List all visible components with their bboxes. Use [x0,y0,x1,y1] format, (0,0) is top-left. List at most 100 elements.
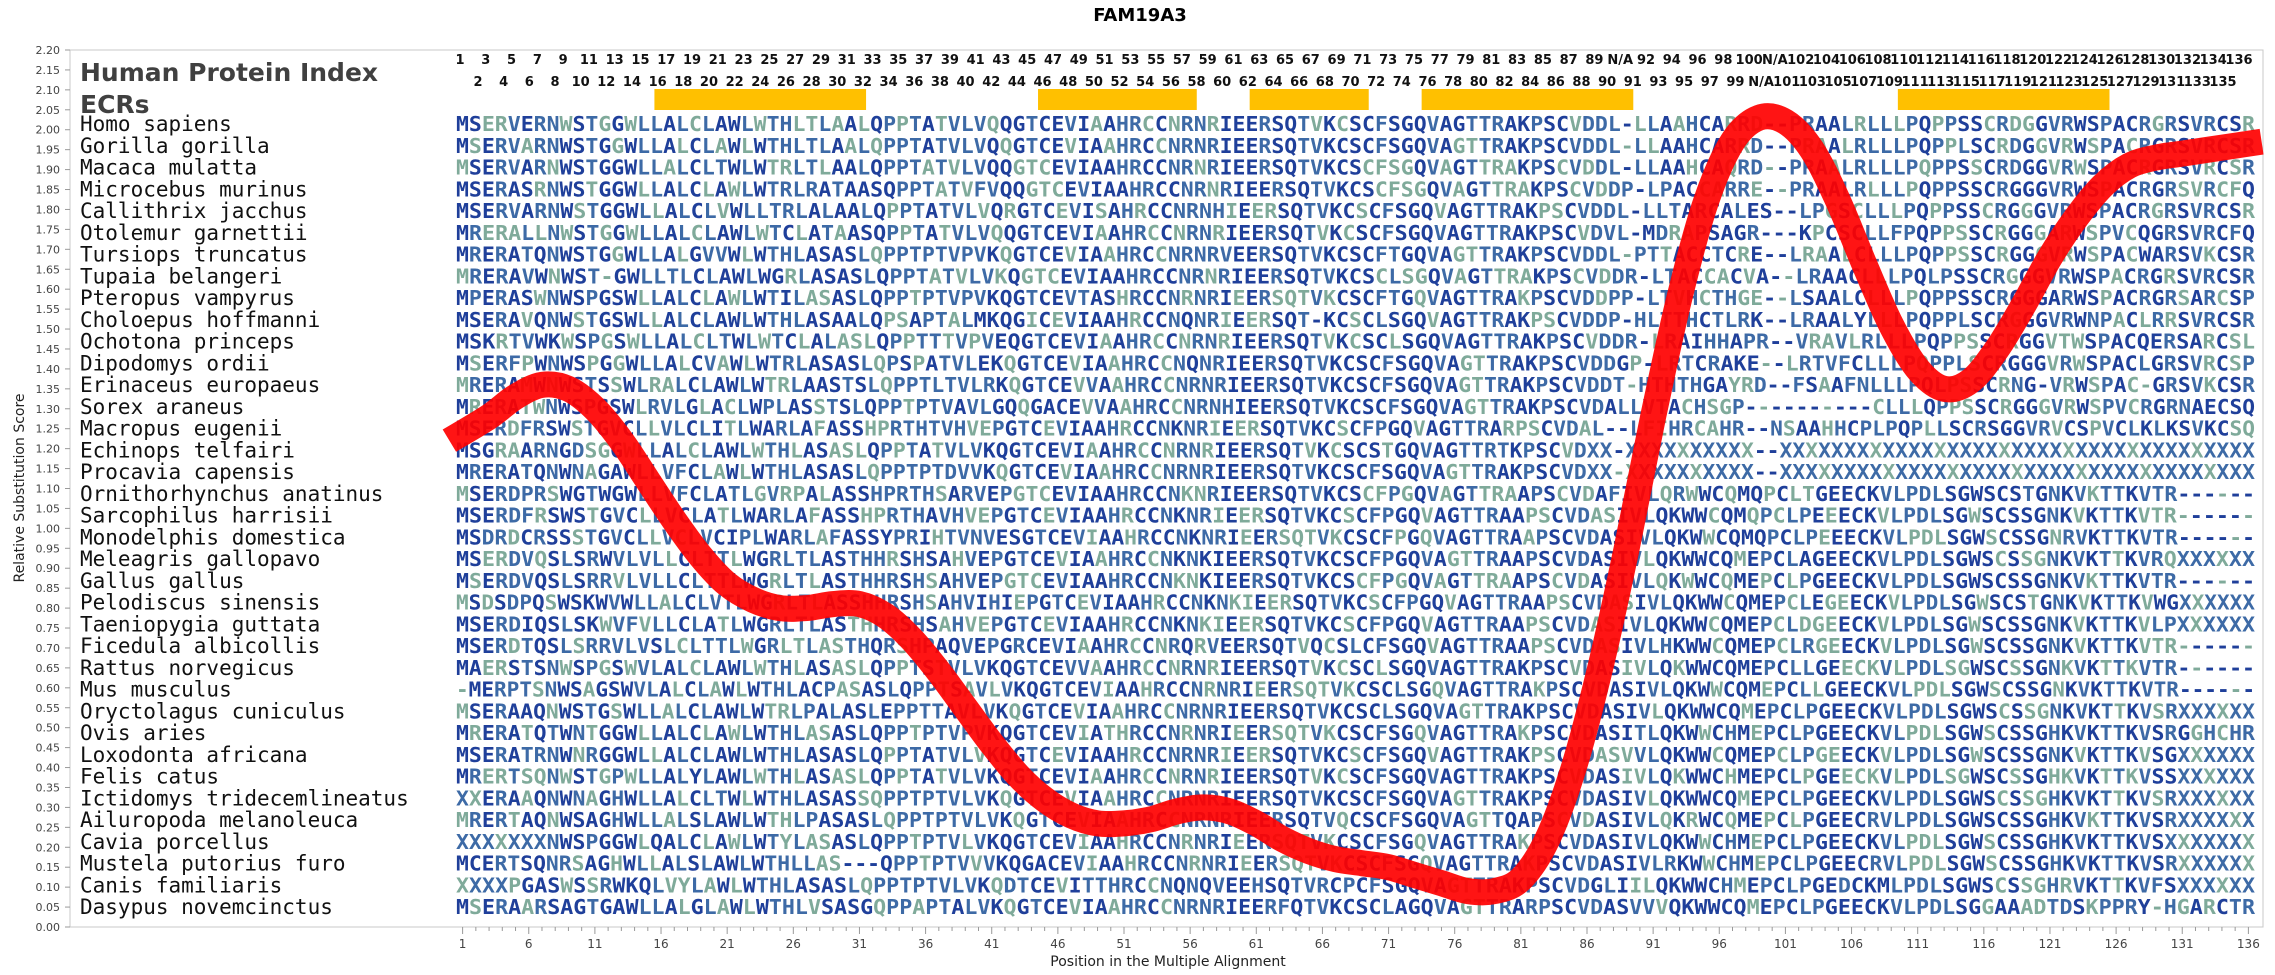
index-label-top: 77 [1431,53,1449,68]
index-label-bottom: 42 [982,75,1000,90]
y-tick-label: 2.00 [36,124,61,137]
index-label-top: 73 [1379,53,1397,68]
species-label: Ficedula albicollis [80,634,320,658]
y-tick-label: 0.40 [36,762,61,775]
index-label-top: N/A [1607,53,1633,68]
species-label: Ailuropoda melanoleuca [80,808,358,832]
index-label-top: 31 [838,53,856,68]
index-label-top: 51 [1096,53,1114,68]
y-tick-label: 1.30 [36,403,61,416]
index-label-bottom: 113 [1927,75,1954,90]
index-label-bottom: 30 [828,75,846,90]
y-tick-label: 2.20 [36,44,61,57]
index-label-bottom: 78 [1444,75,1462,90]
x-tick-label: 121 [2039,937,2062,951]
y-tick-label: 0.20 [36,841,61,854]
x-tick-label: 51 [1116,937,1131,951]
y-tick-label: 1.75 [36,223,61,236]
sequence-row: MSERVARNWSTGGWLLALCLVWLLTRLALAALQPPTATVL… [456,199,2256,223]
index-label-bottom: 20 [700,75,718,90]
ecr-bars [654,89,2110,110]
species-label: Ovis aries [80,721,206,745]
index-label-top: 112 [1916,53,1943,68]
species-label: Gallus gallus [80,569,244,593]
x-tick-label: 46 [1050,937,1065,951]
index-label-bottom: 88 [1572,75,1590,90]
y-tick-label: 1.15 [36,463,61,476]
index-label-top: 79 [1456,53,1474,68]
index-label-bottom: 123 [2055,75,2082,90]
species-label: Meleagris gallopavo [80,547,320,571]
index-label-top: 100 [1736,53,1763,68]
x-tick-label: 81 [1513,937,1528,951]
y-tick-label: 1.35 [36,383,61,396]
index-label-top: 37 [915,53,933,68]
species-label: Loxodonta africana [80,743,308,767]
index-label-top: 108 [1864,53,1891,68]
species-label: Rattus norvegicus [80,656,295,680]
index-label-top: N/A [1762,53,1788,68]
index-label-bottom: 82 [1495,75,1513,90]
index-label-top: 106 [1839,53,1866,68]
index-label-top: 126 [2097,53,2124,68]
y-tick-label: 0.10 [36,881,61,894]
index-label-bottom: 56 [1162,75,1180,90]
index-label-bottom: 48 [1059,75,1077,90]
y-tick-label: 1.90 [36,164,61,177]
sequence-row: MRERATQNWNAGAWLLVFCLAWLWTHLASASLQPPTPTDV… [456,460,2255,484]
y-tick-label: 1.10 [36,483,61,496]
index-label-bottom: 54 [1136,75,1154,90]
index-label-top: 41 [967,53,985,68]
index-label-top: 94 [1663,53,1681,68]
index-label-top: 96 [1689,53,1707,68]
species-label: Monodelphis domestica [80,525,346,549]
index-label-top: 45 [1018,53,1036,68]
index-label-bottom: 68 [1316,75,1334,90]
species-label: Echinops telfairi [80,438,295,462]
index-label-top: 29 [812,53,830,68]
index-label-top: 53 [1121,53,1139,68]
y-tick-label: 1.55 [36,303,61,316]
index-label-bottom: 18 [674,75,692,90]
index-label-bottom: 24 [751,75,769,90]
index-label-bottom: 95 [1675,75,1693,90]
sequence-row: MSERAAQNWSTGSWLLALCLAWLWTRLPALASLEPPTTAV… [456,699,2255,723]
y-tick-label: 1.40 [36,363,61,376]
x-tick-label: 106 [1840,937,1863,951]
sequence-row: MCERTSQNRSAGHWLLALSLAWLWTHLLAS---QPPTPTV… [456,852,2255,876]
sequence-row: XXXXXXXNWSPGGWLQALCLAWLWTYLASASLQPPTPTVL… [456,830,2255,854]
index-label-top: 61 [1224,53,1242,68]
sequence-row: MSERVERNWSTGGWLLALCLAWLWTHLTLAALQPPTATVL… [456,112,2256,136]
x-tick-label: 76 [1447,937,1462,951]
index-label-bottom: 36 [905,75,923,90]
index-label-bottom: 125 [2081,75,2108,90]
index-label-top: 124 [2071,53,2098,68]
index-label-top: 85 [1534,53,1552,68]
index-label-bottom: 129 [2132,75,2159,90]
species-label: Mustela putorius furo [80,852,346,876]
index-label-bottom: 115 [1953,75,1980,90]
sequence-row: MSERVARNWSTGGWLLALCLAWLWTHLTLAALQPPTATVL… [456,134,2256,158]
index-label-top: 104 [1813,53,1840,68]
index-label-bottom: 28 [803,75,821,90]
x-tick-label: 21 [720,937,735,951]
x-tick-label: 136 [2237,937,2260,951]
x-tick-label: 26 [786,937,801,951]
index-label-top: 55 [1147,53,1165,68]
species-label: Microcebus murinus [80,177,308,201]
index-header: Human Protein Index [80,58,378,87]
index-label-bottom: 121 [2030,75,2057,90]
index-label-top: 33 [863,53,881,68]
index-label-top: 81 [1482,53,1500,68]
index-label-top: 114 [1942,53,1969,68]
sequence-row: MPERASWNWSPGSWLLALCLAWLWTILASASLQPPTPTVP… [456,286,2255,310]
y-tick-label: 1.95 [36,144,61,157]
x-tick-label: 16 [653,937,668,951]
index-label-top: 120 [2019,53,2046,68]
species-label: Dipodomys ordii [80,351,270,375]
index-label-bottom: 107 [1850,75,1877,90]
ecr-bar-2 [1038,89,1197,110]
y-tick-label: 0.70 [36,642,61,655]
species-label: Pteropus vampyrus [80,286,295,310]
sequence-row: MAERSTSNWSPGSWVLALCLAWLWTHLASASLQPPTSTVL… [456,656,2255,680]
